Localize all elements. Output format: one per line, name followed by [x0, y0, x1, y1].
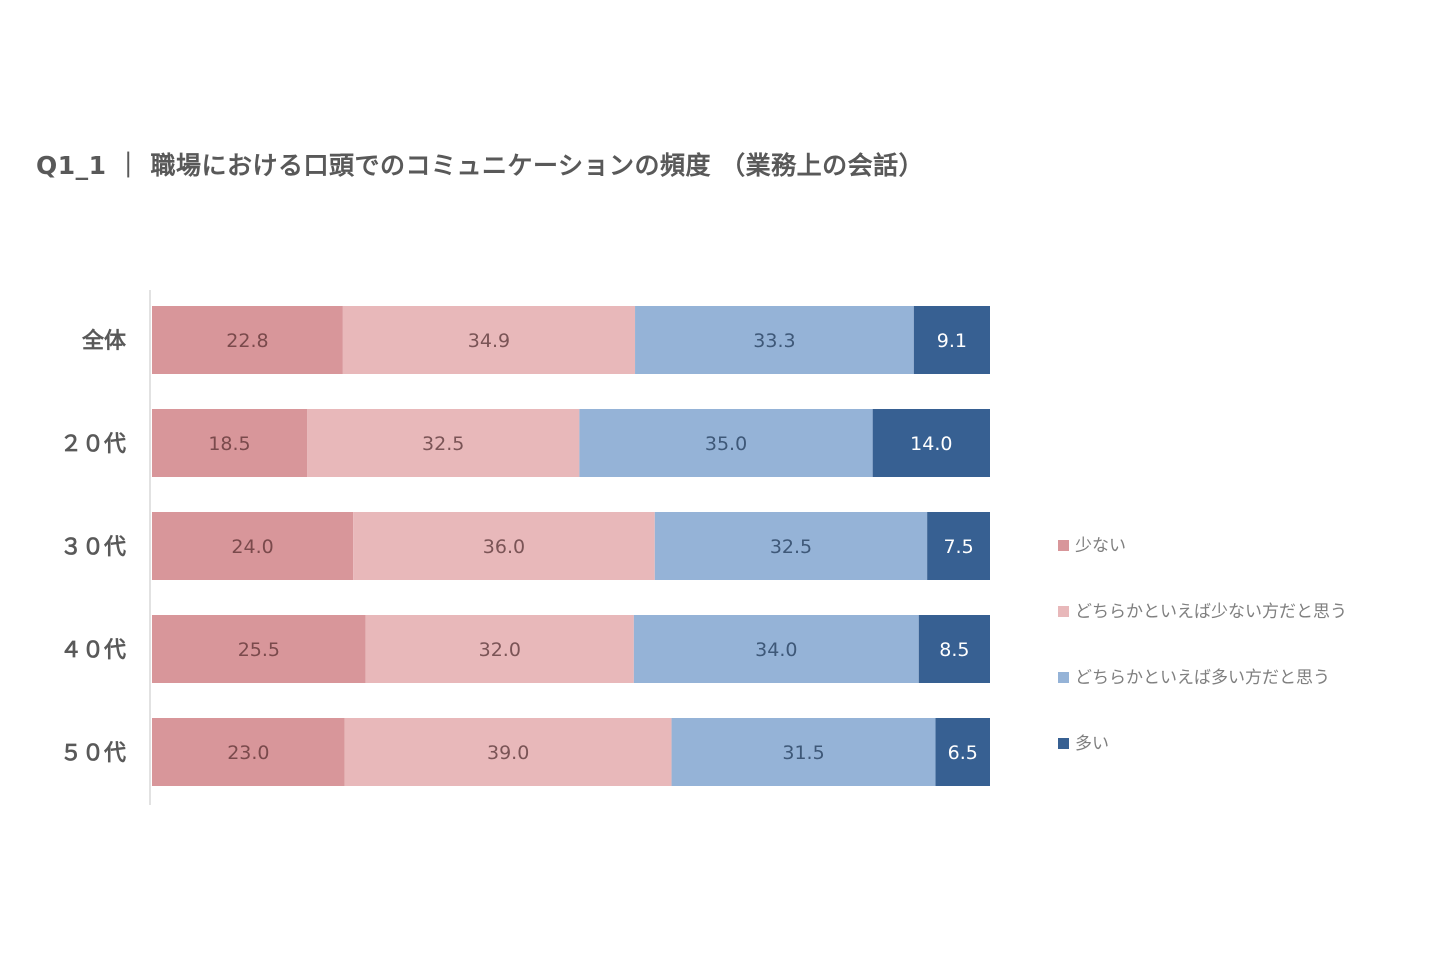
data-label: 36.0 [483, 536, 525, 558]
bars-layer: 22.8 34.9 33.3 9.1 18.5 32.5 35.0 14.0 24.0 36.0 3… [152, 306, 990, 786]
legend-label: どちらかといえば少ない方だと思う [1075, 602, 1347, 622]
bar-segment [671, 718, 936, 786]
bar-segment [365, 615, 634, 683]
bar-segment [152, 409, 308, 477]
data-label: 24.0 [231, 536, 273, 558]
legend-swatch [1058, 672, 1069, 683]
bar-segment [344, 718, 672, 786]
legend-label: 多い [1075, 734, 1109, 754]
category-labels: 全体 ２０代 ３０代 ４０代 ５０代 [60, 328, 127, 766]
bar-segment [152, 615, 366, 683]
bar-segment [913, 306, 990, 374]
data-label: 32.5 [422, 433, 464, 455]
category-label: ４０代 [60, 638, 126, 663]
data-label: 23.0 [227, 742, 269, 764]
bar-segment [579, 409, 873, 477]
legend-swatch [1058, 606, 1069, 617]
data-label: 33.3 [753, 330, 795, 352]
data-label: 7.5 [943, 536, 973, 558]
category-label: ２０代 [60, 432, 126, 457]
data-label: 32.5 [770, 536, 812, 558]
bar-segment [927, 512, 990, 580]
bar-segment [935, 718, 990, 786]
page-title: Q1_1 ｜ 職場における口頭でのコミュニケーションの頻度 （業務上の会話） [36, 151, 925, 180]
data-label: 22.8 [226, 330, 268, 352]
data-label: 34.0 [755, 639, 797, 661]
bar-segment [307, 409, 580, 477]
data-label: 35.0 [705, 433, 747, 455]
legend-swatch [1058, 738, 1069, 749]
bar-segment [872, 409, 990, 477]
legend-label: どちらかといえば多い方だと思う [1075, 668, 1330, 688]
legend-label: 少ない [1075, 536, 1126, 556]
category-label: 全体 [81, 328, 127, 354]
bar-segment [152, 718, 345, 786]
bar-segment [635, 306, 914, 374]
category-label: ５０代 [60, 741, 126, 766]
data-label: 14.0 [910, 433, 952, 455]
category-label: ３０代 [60, 535, 126, 560]
data-label: 6.5 [948, 742, 978, 764]
bar-segment [353, 512, 655, 580]
data-label: 25.5 [238, 639, 280, 661]
data-label: 8.5 [939, 639, 969, 661]
bar-segment [152, 512, 354, 580]
bar-segment [152, 306, 343, 374]
legend-swatch [1058, 540, 1069, 551]
data-label: 32.0 [479, 639, 521, 661]
data-label: 34.9 [468, 330, 510, 352]
data-label: 18.5 [208, 433, 250, 455]
bar-segment [918, 615, 990, 683]
data-label: 39.0 [487, 742, 529, 764]
bar-segment [633, 615, 919, 683]
data-label: 31.5 [782, 742, 824, 764]
bar-segment [654, 512, 928, 580]
bar-segment [342, 306, 636, 374]
data-label: 9.1 [937, 330, 967, 352]
